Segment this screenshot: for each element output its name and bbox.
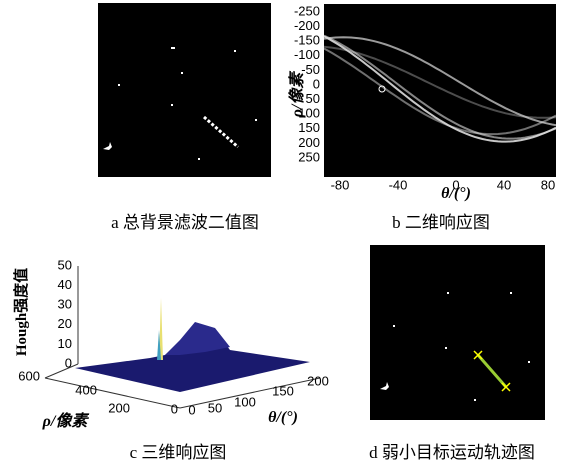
y-tick-label: 200: [298, 135, 320, 150]
y-tick-label: -100: [294, 47, 320, 62]
panel-b: -250-200-150-100-50050100150200250-80-40…: [288, 3, 556, 232]
z-tick-label: 0: [65, 355, 72, 370]
theta-tick-label: 50: [208, 400, 222, 415]
theta-tick-label: 0: [188, 402, 195, 417]
rho-tick-label: 200: [108, 400, 130, 415]
theta-tick-label: 100: [234, 394, 256, 409]
panel-d: d 弱小目标运动轨迹图: [369, 245, 545, 462]
z-tick-label: 10: [58, 336, 72, 351]
caption: b 二维响应图: [392, 213, 490, 232]
x-tick-label: -80: [331, 177, 350, 192]
x-label: θ/(°): [441, 185, 471, 202]
z-tick-label: 50: [58, 257, 72, 272]
rho-tick-label: 400: [75, 382, 97, 397]
caption: c 三维响应图: [130, 443, 227, 462]
y-tick-label: 0: [313, 76, 320, 91]
theta-label: θ/(°): [268, 409, 298, 426]
caption: d 弱小目标运动轨迹图: [369, 443, 535, 462]
rho-tick-label: 600: [18, 368, 40, 383]
caption: a 总背景滤波二值图: [111, 213, 259, 232]
y-label: ρ/像素: [288, 71, 306, 119]
rho-label: ρ/像素: [42, 412, 90, 430]
y-tick-label: 150: [298, 120, 320, 135]
y-tick-label: -150: [294, 33, 320, 48]
z-label: Hough强度值: [12, 268, 30, 356]
binary-image: [98, 3, 271, 177]
y-tick-label: 50: [306, 91, 320, 106]
x-tick-label: 80: [541, 177, 555, 192]
x-tick-label: -40: [389, 177, 408, 192]
surface: [75, 298, 310, 392]
theta-tick-label: 200: [307, 373, 329, 388]
z-tick-label: 30: [58, 297, 72, 312]
y-tick-label: -200: [294, 18, 320, 33]
z-tick-label: 20: [58, 316, 72, 331]
hough-plane: [324, 4, 556, 177]
y-tick-label: 250: [298, 149, 320, 164]
rho-tick-label: 0: [171, 401, 178, 416]
panel-a: a 总背景滤波二值图: [98, 3, 271, 232]
trajectory-image: [370, 245, 545, 420]
z-tick-label: 40: [58, 277, 72, 292]
y-tick-label: -250: [294, 3, 320, 18]
x-tick-label: 40: [497, 177, 511, 192]
theta-tick-label: 150: [272, 383, 294, 398]
figure: a 总背景滤波二值图 -250-200-150-100-500501001502…: [0, 0, 566, 466]
